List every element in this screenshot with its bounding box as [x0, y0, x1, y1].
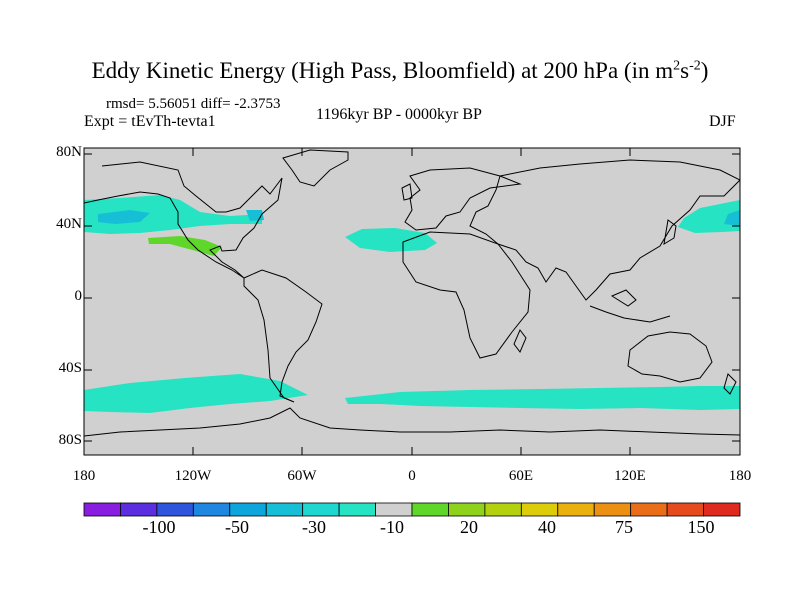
colorbar-box: [630, 502, 668, 517]
colorbar-label: 75: [615, 517, 633, 537]
colorbar-box: [302, 502, 340, 517]
x-tick-label: 0: [408, 468, 416, 484]
anomaly-region-north-pacific-core: [98, 210, 150, 224]
coast-antarctica: [84, 407, 740, 437]
coast-africa: [402, 231, 531, 359]
colorbar-label: -30: [302, 517, 326, 537]
experiment-label: Expt = tEvTh-tevta1: [84, 113, 216, 130]
coast-indonesia: [589, 289, 671, 323]
colorbar-label: -100: [142, 517, 176, 537]
coastlines: [84, 149, 740, 437]
colorbar-box: [520, 502, 559, 517]
y-tick-label: 80N: [56, 144, 82, 160]
colorbar-label: 150: [687, 517, 715, 537]
colorbar-box: [156, 502, 194, 517]
stats-line: rmsd= 5.56051 diff= -2.3753: [106, 96, 281, 112]
coast-europe: [404, 167, 522, 231]
colorbar-box: [593, 502, 632, 517]
colorbar-label: 40: [538, 517, 556, 537]
colorbar-box: [375, 502, 413, 517]
colorbar-box: [484, 502, 522, 517]
x-tick-label: 60E: [508, 468, 534, 484]
colorbar-box: [229, 502, 267, 517]
anomaly-region-southern-pacific: [84, 374, 308, 413]
coast-japan: [663, 219, 677, 245]
map-background: [84, 148, 740, 455]
colorbar: [83, 502, 741, 517]
coast-greenland: [282, 149, 349, 187]
y-tick-label: 80S: [58, 432, 82, 448]
coast-new-zealand: [723, 373, 737, 395]
anomaly-region-north-atlantic: [345, 228, 437, 252]
y-tick-label: 40S: [58, 360, 82, 376]
colorbar-label: 20: [460, 517, 478, 537]
coast-asia: [469, 159, 740, 301]
plot-title: Eddy Kinetic Energy (High Pass, Bloomfie…: [91, 58, 709, 83]
x-tick-label: 180: [728, 468, 752, 484]
anomaly-region-subtropical-positive: [148, 236, 222, 256]
colorbar-box: [666, 502, 704, 517]
period-label: 1196kyr BP - 0000kyr BP: [316, 106, 482, 123]
anomaly-region-north-pacific-west: [678, 200, 740, 233]
colorbar-box: [557, 502, 595, 517]
colorbar-box: [265, 502, 304, 517]
colorbar-box: [411, 502, 449, 517]
x-tick-label: 120W: [174, 468, 212, 484]
colorbar-box: [192, 502, 231, 517]
colorbar-label: -50: [225, 517, 249, 537]
colorbar-box: [120, 502, 158, 517]
y-tick-label: 0: [74, 288, 83, 304]
y-tick-label: 40N: [56, 216, 82, 232]
colorbar-box: [448, 502, 486, 517]
colorbar-label: -10: [380, 517, 404, 537]
season-label: DJF: [709, 113, 736, 130]
colorbar-box: [83, 502, 121, 517]
colorbar-box: [338, 502, 376, 517]
axis-ticks: [83, 148, 741, 455]
coast-north-america: [84, 161, 283, 279]
x-tick-label: 60W: [287, 468, 317, 484]
colorbar-box: [703, 502, 741, 517]
anomaly-region-north-pacific-west-core: [724, 210, 740, 226]
coast-australia: [627, 331, 713, 383]
anomaly-region-southern-atlantic-indian: [345, 386, 740, 410]
coast-madagascar: [513, 329, 527, 353]
x-tick-label: 120E: [614, 468, 646, 484]
coast-uk: [401, 183, 413, 201]
x-tick-label: 180: [72, 468, 96, 484]
anomaly-region-north-pacific-east: [84, 195, 262, 234]
coast-south-america: [243, 269, 323, 403]
